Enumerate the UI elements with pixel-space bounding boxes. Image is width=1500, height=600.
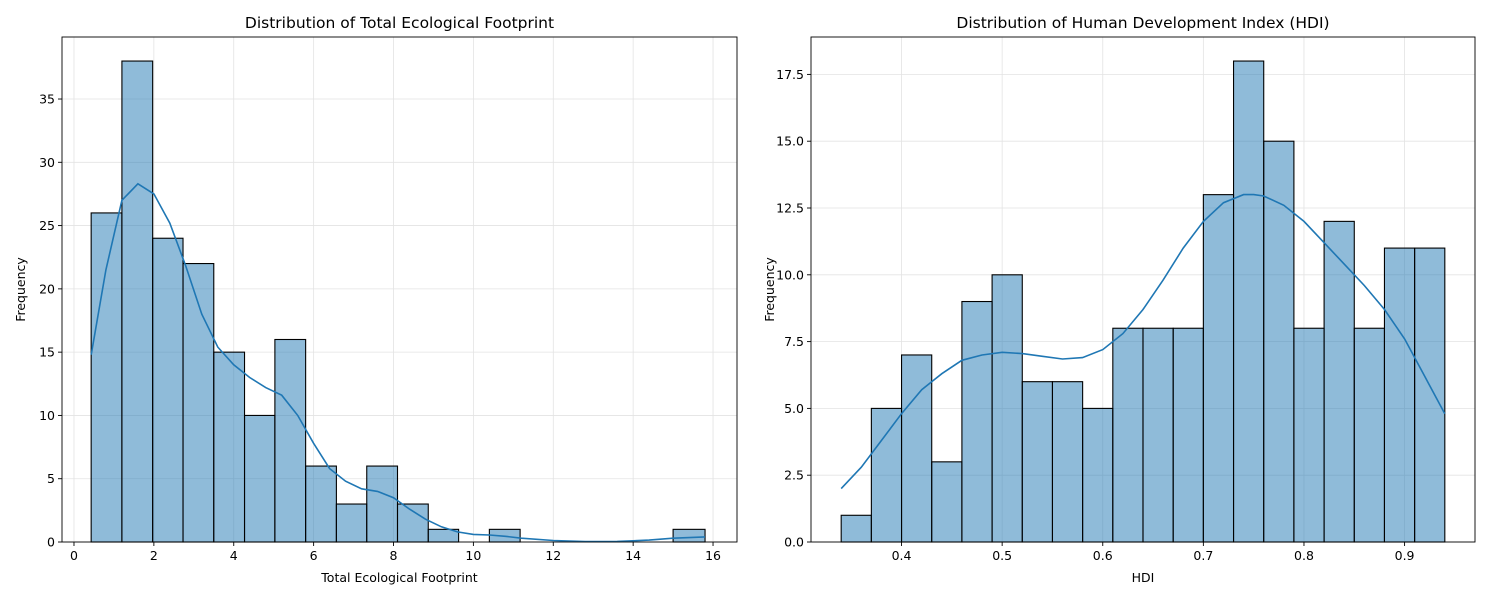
histogram-bar (1172, 327, 1204, 543)
y-axis-label: Frequency (13, 257, 28, 322)
chart-title: Distribution of Human Development Index … (956, 14, 1329, 32)
y-tick-label: 35 (39, 92, 55, 107)
y-tick-label: 20 (39, 281, 55, 296)
y-tick-label: 7.5 (784, 334, 804, 349)
histogram-bar (931, 461, 963, 543)
y-tick-label: 30 (39, 155, 55, 170)
histogram-bar (366, 465, 399, 543)
histogram-bar (1112, 327, 1144, 543)
histogram-bar (1202, 194, 1235, 543)
x-tick-label: 0.9 (1395, 548, 1415, 563)
y-tick-label: 0 (47, 535, 55, 550)
x-tick-label: 16 (705, 548, 721, 563)
y-tick-label: 2.5 (784, 468, 804, 483)
y-tick-label: 17.5 (776, 67, 804, 82)
x-tick-label: 0.8 (1294, 548, 1314, 563)
y-tick-label: 25 (39, 218, 55, 233)
histogram-bar (335, 503, 368, 543)
x-tick-label: 4 (230, 548, 238, 563)
histogram-bar (243, 414, 276, 543)
bars (90, 60, 706, 543)
histogram-bar (274, 338, 307, 543)
histogram-bar (1021, 381, 1054, 543)
histogram-bar (900, 354, 933, 543)
histogram-bar (1383, 247, 1416, 543)
plot-frame (810, 36, 1476, 543)
x-tick-label: 0.5 (992, 548, 1012, 563)
y-tick-label: 15.0 (776, 134, 804, 149)
histogram-bar (1232, 60, 1265, 543)
x-tick-label: 10 (465, 548, 481, 563)
x-tick-label: 14 (625, 548, 641, 563)
x-tick-label: 12 (545, 548, 561, 563)
plot-frame (61, 36, 738, 543)
histogram-bar (1051, 381, 1084, 543)
histogram-bar (1353, 327, 1386, 543)
histogram-bar (840, 514, 872, 543)
histogram-bar (152, 237, 184, 543)
y-tick-label: 10.0 (776, 267, 804, 282)
chart-title: Distribution of Total Ecological Footpri… (245, 14, 554, 32)
x-axis-label: HDI (1132, 570, 1155, 585)
histogram-bar (991, 274, 1023, 543)
y-tick-label: 5 (47, 471, 55, 486)
histogram-bar (1414, 247, 1446, 543)
histogram-bar (396, 503, 429, 543)
histogram-bar (90, 212, 123, 543)
histogram-bar (121, 60, 154, 543)
x-tick-label: 2 (150, 548, 158, 563)
y-axis-label: Frequency (762, 257, 777, 322)
x-tick-label: 6 (310, 548, 318, 563)
histogram-bar (870, 407, 903, 543)
histogram-bar (213, 351, 246, 543)
histogram-bar (1082, 407, 1114, 543)
x-tick-label: 0 (70, 548, 78, 563)
histogram-bar (305, 465, 337, 543)
chart-panel-2: 0.4 0.5 0.6 0.7 0.8 0.9 0.0 2.5 5.0 7.5 10.0 12.5 15… (762, 14, 1476, 585)
kde-line (90, 182, 706, 543)
x-tick-label: 0.6 (1093, 548, 1113, 563)
chart-panel-1: 0 2 4 6 8 10 12 14 16 0 5 10 15 20 25 30 35 Distribution … (13, 14, 738, 585)
histogram-bar (1293, 327, 1325, 543)
y-tick-label: 0.0 (784, 535, 804, 550)
histogram-bar (182, 263, 215, 543)
histogram-bar (672, 528, 706, 543)
histogram-bar (1142, 327, 1174, 543)
y-tick-label: 10 (39, 408, 55, 423)
y-tick-label: 5.0 (784, 401, 804, 416)
y-tick-label: 15 (39, 345, 55, 360)
bars (840, 60, 1446, 543)
x-tick-label: 0.4 (892, 548, 912, 563)
kde-line (840, 193, 1446, 490)
x-tick-label: 0.7 (1193, 548, 1213, 563)
x-axis-label: Total Ecological Footprint (320, 570, 478, 585)
histogram-bar (1263, 140, 1295, 543)
x-tick-label: 8 (390, 548, 398, 563)
histogram-bar (961, 300, 993, 543)
y-tick-label: 12.5 (776, 201, 804, 216)
